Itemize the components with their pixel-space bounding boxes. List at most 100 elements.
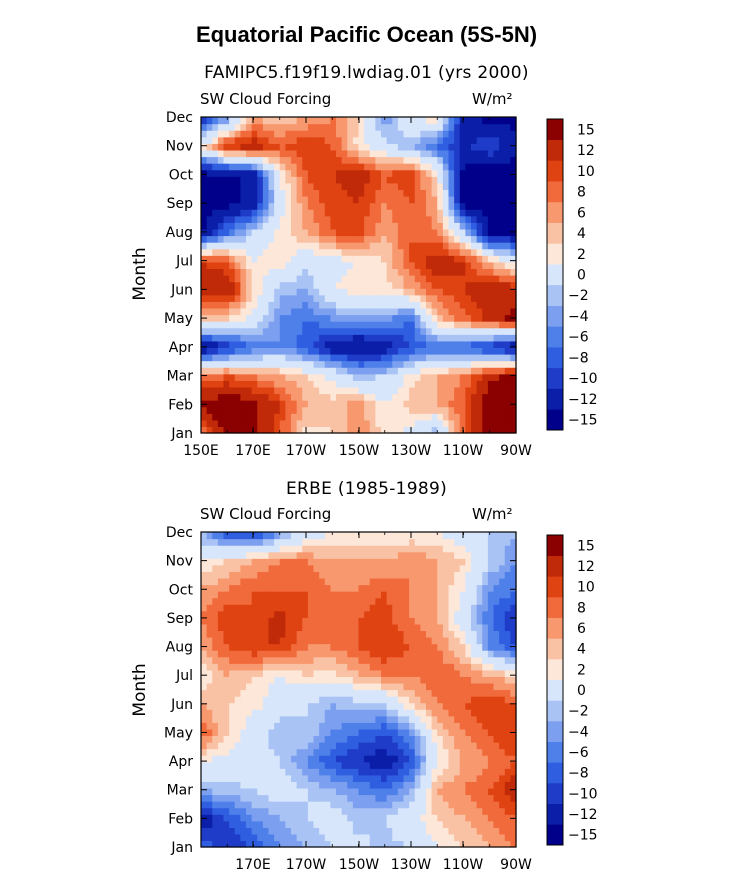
heatmap-cell <box>279 419 286 428</box>
heatmap-cell <box>336 774 343 782</box>
heatmap-cell <box>341 748 348 756</box>
heatmap-cell <box>482 801 489 809</box>
x-tick-label: 130W <box>391 443 432 459</box>
heatmap-cell <box>482 314 489 322</box>
heatmap-cell <box>369 117 376 125</box>
heatmap-cell <box>268 261 275 270</box>
heatmap-cell <box>493 360 500 368</box>
heatmap-cell <box>499 367 506 375</box>
heatmap-cell <box>262 696 270 704</box>
heatmap-cell <box>313 637 320 645</box>
heatmap-cell <box>437 176 444 184</box>
heatmap-cell <box>431 794 438 802</box>
heatmap-cell <box>431 591 438 599</box>
heatmap-cell <box>409 781 416 789</box>
heatmap-cell <box>504 228 511 237</box>
heatmap-cell <box>274 136 281 144</box>
heatmap-cell <box>223 604 230 612</box>
heatmap-cell <box>364 669 371 677</box>
heatmap-cell <box>307 814 315 822</box>
heatmap-cell <box>296 643 303 651</box>
heatmap-cell <box>201 327 208 335</box>
heatmap-cell <box>504 728 511 737</box>
heatmap-cell <box>442 169 450 177</box>
heatmap-cell <box>223 702 230 710</box>
heatmap-cell <box>319 755 326 763</box>
heatmap-cell <box>246 215 253 223</box>
heatmap-cell <box>313 689 320 697</box>
heatmap-cell <box>499 617 506 625</box>
heatmap-cell <box>358 275 365 283</box>
heatmap-cell <box>510 650 517 658</box>
heatmap-cell <box>504 123 511 131</box>
heatmap-cell <box>268 682 275 691</box>
heatmap-cell <box>493 321 500 329</box>
heatmap-cell <box>358 623 365 632</box>
heatmap-cell <box>262 202 270 210</box>
heatmap-cell <box>487 314 495 322</box>
heatmap-cell <box>369 228 376 237</box>
heatmap-cell <box>285 288 292 296</box>
heatmap-cell <box>217 722 225 730</box>
heatmap-cell <box>347 623 354 632</box>
heatmap-cell <box>240 669 247 677</box>
heatmap-cell <box>352 235 360 243</box>
heatmap-cell <box>307 347 315 355</box>
heatmap-cell <box>482 840 489 848</box>
heatmap-cell <box>465 235 472 243</box>
heatmap-cell <box>426 123 433 131</box>
heatmap-cell <box>442 623 450 632</box>
heatmap-cell <box>229 261 236 270</box>
heatmap-cell <box>229 143 236 151</box>
heatmap-cell <box>482 340 489 349</box>
heatmap-cell <box>397 367 405 375</box>
heatmap-cell <box>397 413 405 421</box>
heatmap-cell <box>375 426 382 434</box>
heatmap-cell <box>442 768 450 776</box>
heatmap-cell <box>246 222 253 230</box>
heatmap-cell <box>251 650 258 658</box>
heatmap-cell <box>487 327 495 335</box>
heatmap-cell <box>285 228 292 237</box>
heatmap-cell <box>437 354 444 362</box>
heatmap-cell <box>251 419 258 428</box>
heatmap-cell <box>409 182 416 191</box>
heatmap-cell <box>251 202 258 210</box>
y-tick-label: Oct <box>169 167 194 183</box>
heatmap-cell <box>442 189 450 197</box>
heatmap-cell <box>313 248 320 256</box>
heatmap-cell <box>426 327 433 335</box>
heatmap-cell <box>499 610 506 618</box>
heatmap-cell <box>217 814 225 822</box>
heatmap-cell <box>420 400 427 408</box>
heatmap-cell <box>257 202 264 210</box>
heatmap-cell <box>251 281 258 289</box>
heatmap-cell <box>251 682 258 691</box>
heatmap-cell <box>291 222 298 230</box>
heatmap-cell <box>296 294 303 302</box>
heatmap-cell <box>358 380 365 388</box>
heatmap-cell <box>201 833 208 842</box>
heatmap-cell <box>257 696 264 704</box>
heatmap-cell <box>392 393 399 401</box>
heatmap-cell <box>330 143 337 151</box>
heatmap-cell <box>201 228 208 237</box>
heatmap-cell <box>262 347 270 355</box>
heatmap-cell <box>437 617 444 625</box>
heatmap-cell <box>291 650 298 658</box>
heatmap-cell <box>442 163 450 171</box>
heatmap-cell <box>437 643 444 651</box>
heatmap-cell <box>358 321 365 329</box>
heatmap-cell <box>246 327 253 335</box>
heatmap-cell <box>341 833 348 842</box>
heatmap-cell <box>268 617 275 625</box>
heatmap-cell <box>386 406 393 414</box>
heatmap-cell <box>229 176 236 184</box>
heatmap-cell <box>262 728 270 737</box>
heatmap-cell <box>279 597 286 605</box>
heatmap-cell <box>246 807 253 815</box>
heatmap-cell <box>341 676 348 684</box>
heatmap-cell <box>324 228 331 237</box>
heatmap-cell <box>206 807 213 815</box>
heatmap-cell <box>426 163 433 171</box>
